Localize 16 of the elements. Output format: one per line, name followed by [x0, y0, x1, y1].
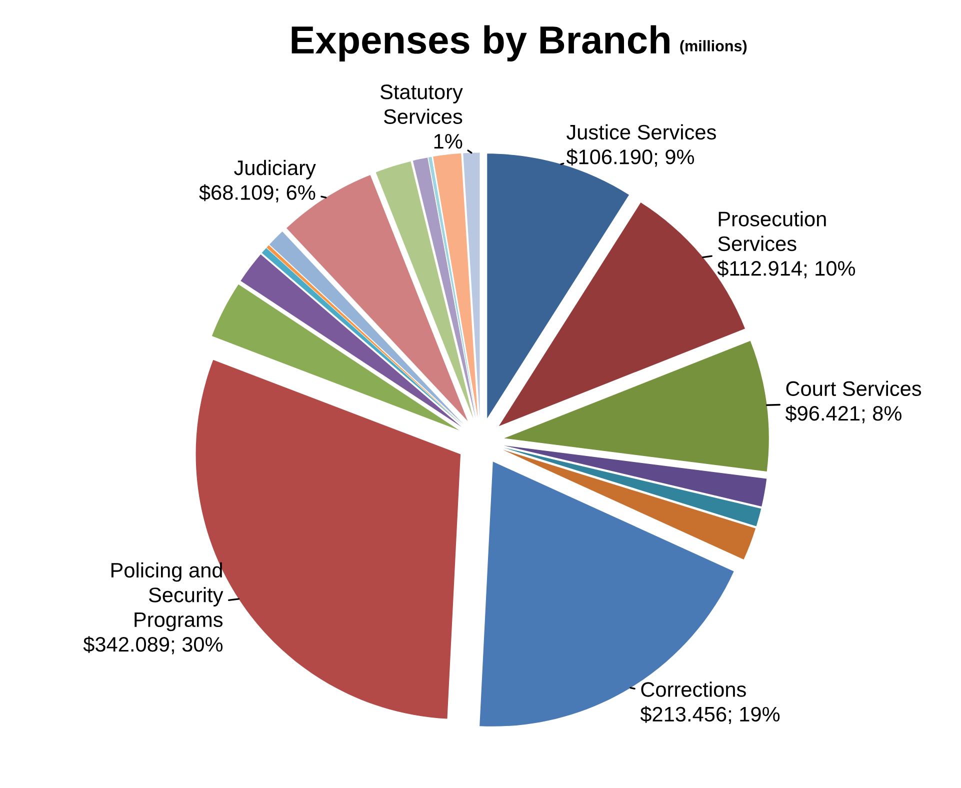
data-label: $106.190; 9% — [566, 148, 694, 167]
chart-title: Expenses by Branch — [292, 25, 670, 62]
data-label: 1% — [434, 134, 462, 149]
slice-label: Justice Services — [566, 124, 716, 140]
data-label: $112.914; 10% — [717, 260, 856, 278]
data-label: $96.421; 8% — [785, 405, 902, 424]
data-label: $68.109; 6% — [199, 184, 316, 202]
slice-label: Statutory Services — [380, 84, 463, 124]
chart-subtitle: (millions) — [680, 40, 747, 54]
data-label: $213.456; 19% — [640, 706, 780, 724]
slice-label: Corrections — [641, 682, 746, 697]
slice-label: Prosecution Services — [718, 211, 826, 252]
slice-label: Judiciary — [234, 160, 316, 180]
data-label: $342.089; 30% — [83, 636, 223, 654]
slice-label: Court Services — [786, 380, 922, 396]
slice-label: Policing and Security Programs — [111, 562, 224, 632]
